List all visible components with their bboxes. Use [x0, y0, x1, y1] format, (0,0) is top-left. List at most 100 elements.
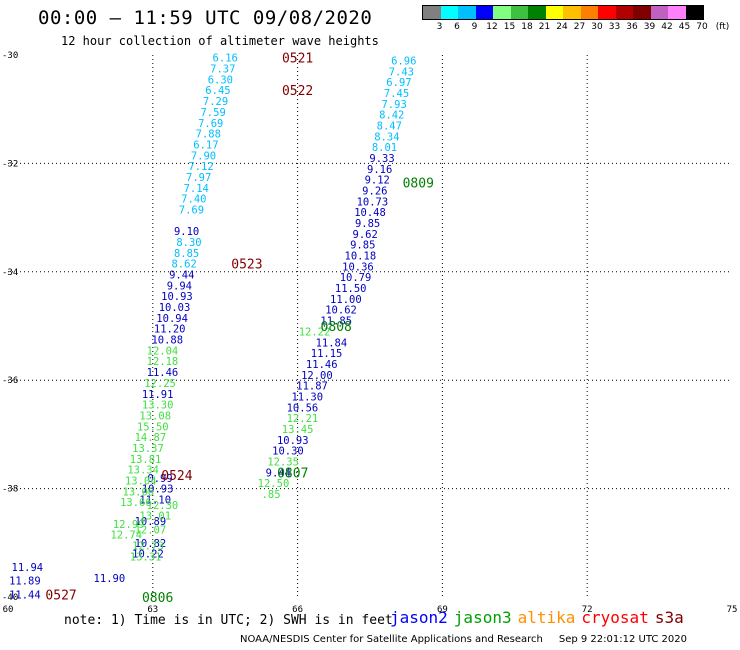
- color-scale-label: 70: [696, 22, 708, 32]
- units-note: note: 1) Time is in UTC; 2) SWH is in fe…: [64, 613, 393, 628]
- wave-height-point: 12.00: [301, 370, 333, 382]
- pass-label: 0808: [321, 320, 352, 335]
- pass-label: 0806: [142, 591, 173, 606]
- wave-height-point: 9.44: [169, 270, 194, 282]
- x-tick-label: 63: [147, 605, 158, 615]
- wave-height-point: 12.30: [147, 500, 179, 512]
- color-scale-label: (ft): [715, 22, 730, 32]
- color-scale-bar: 3 6 9 12 15 18 21 24 27 30 33 36 39 42 45 70 (ft): [422, 5, 730, 32]
- color-scale-labels: 3 6 9 12 15 18 21 24 27 30 33 36 39 42 45 70 (ft): [422, 20, 730, 32]
- wave-height-point: 13.01: [139, 511, 171, 523]
- wave-height-point: 13.37: [132, 443, 164, 455]
- color-swatch: [458, 6, 476, 19]
- color-swatch: [633, 6, 651, 19]
- color-swatch: [668, 6, 686, 19]
- wave-height-point: 9.85: [355, 218, 380, 230]
- wave-height-point: 12.25: [144, 378, 176, 390]
- wave-height-point: 15.50: [137, 421, 169, 433]
- color-swatch: [545, 6, 563, 19]
- wave-height-point: 8.85: [174, 248, 199, 260]
- color-scale-label: 21: [538, 22, 551, 32]
- wave-height-point: 6.97: [386, 77, 411, 89]
- wave-height-point: 7.12: [188, 161, 213, 173]
- wave-height-point: 11.10: [139, 494, 171, 506]
- wave-height-point: 10.62: [325, 305, 357, 317]
- wave-height-point: 7.59: [200, 107, 225, 119]
- color-scale-label: 39: [643, 22, 656, 32]
- wave-height-point: 13.06: [123, 486, 155, 498]
- color-swatch: [685, 6, 703, 19]
- wave-height-point: 12.99: [113, 519, 145, 531]
- wave-height-point: 10.79: [340, 272, 372, 284]
- credit-text: NOAA/NESDIS Center for Satellite Applica…: [240, 634, 543, 645]
- wave-height-point: 7.40: [181, 194, 206, 206]
- wave-height-point: 9.10: [174, 226, 199, 238]
- color-swatch: [510, 6, 528, 19]
- wave-height-point: 11.20: [154, 324, 186, 336]
- wave-height-point: 11.89: [9, 576, 41, 588]
- color-scale-label: 42: [661, 22, 673, 32]
- pass-label: 0523: [231, 258, 262, 273]
- wave-height-point: 10.93: [277, 435, 309, 447]
- wave-height-point: 13.66: [120, 497, 152, 509]
- chart-title: 00:00 – 11:59 UTC 09/08/2020: [38, 7, 373, 29]
- wave-height-point: 10.94: [156, 313, 188, 325]
- legend-item-cryosat: cryosat: [581, 608, 649, 627]
- color-scale-label: 3: [436, 22, 443, 32]
- wave-height-point: 12.07: [135, 524, 167, 536]
- credit-line: NOAA/NESDIS Center for Satellite Applica…: [240, 634, 687, 645]
- legend-item-jason3: jason3: [453, 608, 512, 627]
- pass-label: 0522: [282, 84, 313, 99]
- wave-height-point: 7.93: [381, 99, 406, 111]
- wave-height-point: 7.29: [203, 96, 228, 108]
- wave-height-point: 12.50: [258, 478, 290, 490]
- wave-height-point: 7.45: [384, 88, 409, 100]
- wave-height-point: 10.22: [132, 549, 164, 561]
- wave-height-point: 7.69: [198, 118, 223, 130]
- wave-height-point: 11.50: [335, 283, 367, 295]
- satellite-legend: jason2 jason3 altika cryosat s3a: [390, 608, 690, 627]
- wave-height-point: 10.73: [357, 196, 389, 208]
- wave-height-point: 0.99: [147, 473, 172, 485]
- color-swatch: [423, 6, 441, 19]
- x-tick-label: 60: [3, 605, 14, 615]
- wave-height-point: 9.16: [367, 164, 392, 176]
- color-scale-label: 24: [556, 22, 568, 32]
- wave-height-point: 11.15: [311, 348, 343, 360]
- wave-height-point: 11.85: [320, 316, 352, 328]
- x-tick-label: 69: [437, 605, 448, 615]
- wave-height-point: 9.12: [365, 175, 390, 187]
- wave-height-point: 7.37: [210, 64, 235, 76]
- x-tick-label: 66: [292, 605, 303, 615]
- wave-height-point: 14.87: [135, 432, 167, 444]
- color-swatch: [598, 6, 616, 19]
- wave-height-point: 11.94: [12, 562, 44, 574]
- wave-height-point: 10.89: [135, 516, 167, 528]
- wave-height-point: 10.56: [287, 402, 319, 414]
- wave-height-point: 8.47: [377, 120, 402, 132]
- wave-height-point: 11.44: [9, 589, 41, 601]
- color-scale-label: 18: [521, 22, 533, 32]
- x-tick-label: 75: [727, 605, 738, 615]
- color-scale-swatches: [422, 5, 704, 20]
- y-tick-label: -38: [2, 485, 18, 495]
- y-tick-label: -32: [2, 159, 18, 169]
- wave-height-point: 12.22: [299, 326, 331, 338]
- wave-height-point: 9.33: [369, 153, 394, 165]
- color-swatch: [580, 6, 598, 19]
- wave-height-point: 7.88: [196, 129, 221, 141]
- color-swatch: [528, 6, 546, 19]
- wave-height-point: 11.30: [291, 391, 323, 403]
- pass-label: 0524: [161, 469, 192, 484]
- wave-height-point: 7.90: [191, 150, 216, 162]
- wave-height-point: 12.18: [147, 356, 179, 368]
- wave-height-point: 10.82: [135, 538, 167, 550]
- wave-height-point: 7.97: [186, 172, 211, 184]
- pass-label: 0809: [403, 176, 434, 191]
- color-swatch: [493, 6, 511, 19]
- color-swatch: [615, 6, 633, 19]
- wave-height-point: 9.26: [362, 186, 387, 198]
- wave-height-point: 8.62: [172, 259, 197, 271]
- pass-label: 0527: [45, 588, 76, 603]
- y-tick-label: -36: [2, 376, 18, 386]
